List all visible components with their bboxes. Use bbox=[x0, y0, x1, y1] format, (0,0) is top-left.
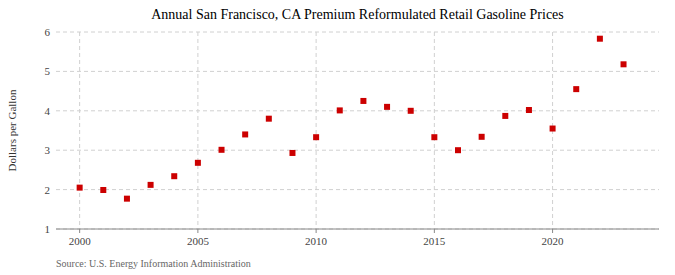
grid bbox=[56, 32, 659, 229]
title: Annual San Francisco, CA Premium Reformu… bbox=[151, 7, 564, 22]
y-tick-label: 1 bbox=[45, 223, 51, 235]
y-grid-line bbox=[56, 150, 659, 151]
data-point bbox=[337, 107, 343, 113]
chart-container: 1 2 3 4 5 6 2000 2005 2010 2015 2020 Annual San Fra… bbox=[0, 0, 675, 275]
data-point bbox=[100, 187, 106, 193]
data-point bbox=[526, 107, 532, 113]
data-point bbox=[195, 160, 201, 166]
data-point bbox=[242, 131, 248, 137]
data-point bbox=[431, 134, 437, 140]
data-point bbox=[384, 104, 390, 110]
data-point bbox=[171, 173, 177, 179]
data-point bbox=[360, 98, 366, 104]
data-point bbox=[148, 182, 154, 188]
data-point bbox=[408, 108, 414, 114]
data-point bbox=[313, 134, 319, 140]
x-tick-label: 2020 bbox=[542, 235, 565, 247]
y-axis-label: Dollars per Gallon bbox=[6, 89, 18, 171]
y-tick-label: 2 bbox=[45, 184, 51, 196]
x-tick-label: 2000 bbox=[69, 235, 92, 247]
y-tick-label: 4 bbox=[45, 105, 51, 117]
x-tick-label: 2005 bbox=[187, 235, 210, 247]
y-grid-line bbox=[56, 32, 659, 33]
data-point bbox=[219, 147, 225, 153]
data-point bbox=[266, 116, 272, 122]
data-point bbox=[502, 113, 508, 119]
x-tick-mark bbox=[316, 229, 317, 233]
x-grid-line bbox=[79, 32, 80, 229]
y-grid-line bbox=[56, 229, 659, 230]
x-tick-mark bbox=[79, 229, 80, 233]
x-tick-label: 2015 bbox=[423, 235, 446, 247]
data-point bbox=[621, 61, 627, 67]
data-point bbox=[455, 147, 461, 153]
chart-svg: 1 2 3 4 5 6 2000 2005 2010 2015 2020 Annual San Fra… bbox=[0, 0, 675, 275]
x-axis-line bbox=[56, 229, 659, 230]
points bbox=[77, 36, 627, 202]
x-tick-mark bbox=[552, 229, 553, 233]
x-grid-line bbox=[434, 32, 435, 229]
y-tick-label: 3 bbox=[45, 144, 51, 156]
y-tick-label: 5 bbox=[45, 65, 51, 77]
data-point bbox=[124, 196, 130, 202]
x-tick-label: 2010 bbox=[305, 235, 328, 247]
y-tick-label: 6 bbox=[45, 26, 51, 38]
data-point bbox=[573, 86, 579, 92]
y-grid-line bbox=[56, 71, 659, 72]
x-grid-line bbox=[316, 32, 317, 229]
data-point bbox=[550, 126, 556, 132]
x-tick-mark bbox=[197, 229, 198, 233]
source-note: Source: U.S. Energy Information Administ… bbox=[56, 258, 251, 269]
x-tick-mark bbox=[434, 229, 435, 233]
data-point bbox=[597, 36, 603, 42]
y-grid-line bbox=[56, 189, 659, 190]
data-point bbox=[77, 185, 83, 191]
y-grid-line bbox=[56, 110, 659, 111]
data-point bbox=[289, 150, 295, 156]
data-point bbox=[479, 134, 485, 140]
x-grid-line bbox=[197, 32, 198, 229]
